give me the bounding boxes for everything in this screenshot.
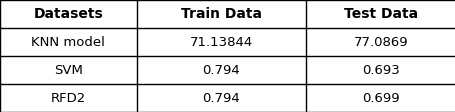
Text: Test Data: Test Data — [343, 7, 417, 21]
Text: 0.699: 0.699 — [361, 92, 399, 104]
Text: 0.693: 0.693 — [361, 64, 399, 76]
Text: 71.13844: 71.13844 — [189, 36, 252, 48]
Text: 0.794: 0.794 — [202, 92, 239, 104]
Text: 77.0869: 77.0869 — [353, 36, 407, 48]
Text: SVM: SVM — [54, 64, 83, 76]
Text: Datasets: Datasets — [34, 7, 103, 21]
Text: KNN model: KNN model — [31, 36, 105, 48]
Text: 0.794: 0.794 — [202, 64, 239, 76]
Text: Train Data: Train Data — [180, 7, 261, 21]
Text: RFD2: RFD2 — [51, 92, 86, 104]
